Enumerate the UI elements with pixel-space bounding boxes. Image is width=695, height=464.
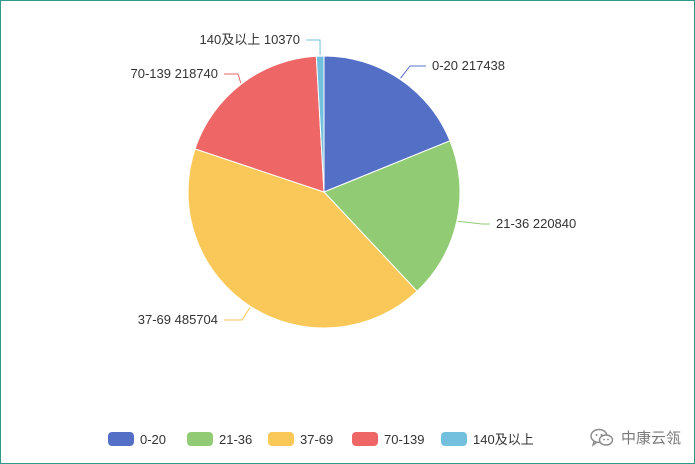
watermark-text: 中康云瓴 [620,430,681,447]
slice-label-70-139: 70-139 218740 [131,66,218,81]
legend-label: 0-20 [140,432,166,447]
legend-swatch [268,432,294,446]
legend-item-70-139[interactable]: 70-139 [352,432,424,447]
label-leader-lines [224,39,490,321]
pie-slice-70-139[interactable] [194,55,325,193]
legend-label: 37-69 [300,432,333,447]
pie-slices [187,55,461,329]
slice-label-37-69: 37-69 485704 [138,312,218,327]
pie-slice-140及以上[interactable] [315,55,325,193]
legend-swatch [108,432,134,446]
wechat-icon [589,428,615,448]
slice-label-140及以上: 140及以上 10370 [200,32,300,47]
pie-slice-0-20[interactable] [323,55,451,193]
watermark: 中康云瓴 [589,427,681,448]
legend-label: 140及以上 [473,432,534,447]
leader-line-70-139 [224,73,242,84]
legend-swatch [187,432,213,446]
slice-label-0-20: 0-20 217438 [432,58,505,73]
legend-item-0-20[interactable]: 0-20 [108,432,166,447]
leader-line-37-69 [224,307,251,321]
legend-swatch [352,432,378,446]
legend-swatch [441,432,467,446]
legend-label: 70-139 [384,432,424,447]
legend-item-21-36[interactable]: 21-36 [187,432,252,447]
pie-slice-21-36[interactable] [323,140,461,292]
legend-item-140及以上[interactable]: 140及以上 [441,432,534,447]
leader-line-21-36 [457,220,490,225]
legend-item-37-69[interactable]: 37-69 [268,432,333,447]
slice-labels: 0-20 217438 21-36 220840 37-69 485704 70-13… [131,32,577,327]
legend-label: 21-36 [219,432,252,447]
legend: 0-20 21-36 37-69 70-139 140及以上 [108,432,534,447]
leader-line-140及以上 [306,39,321,56]
pie-slice-37-69[interactable] [187,148,418,329]
slice-label-21-36: 21-36 220840 [496,216,576,231]
leader-line-0-20 [400,65,426,79]
